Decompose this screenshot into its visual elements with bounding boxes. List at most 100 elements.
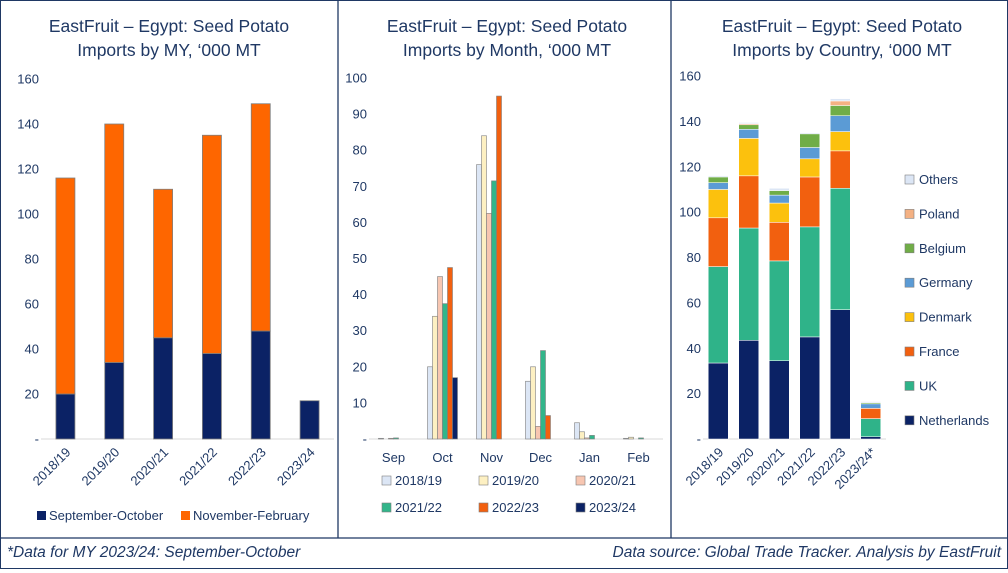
legend-swatch-others: [904, 174, 915, 185]
x-tick-label: Oct: [432, 450, 453, 465]
bar-germany-2023-24: [860, 403, 881, 409]
y-tick-label: 60: [353, 215, 367, 230]
y-tick-label: 100: [345, 71, 367, 86]
bar-belgium-2020-21: [769, 190, 790, 196]
bar-2021-22-nov: [491, 180, 497, 440]
legend-swatch-poland: [904, 209, 915, 219]
y-tick-label: 60: [687, 295, 701, 310]
legend-label: 2019/20: [492, 473, 539, 488]
y-tick-label: 120: [17, 162, 39, 177]
chart-title-line: EastFruit – Egypt: Seed Potato: [722, 16, 962, 36]
y-tick-label: 40: [687, 341, 701, 356]
x-tick-label: Sep: [382, 450, 405, 465]
bar-france-2021-22: [799, 176, 820, 228]
y-tick-label: 40: [353, 287, 367, 302]
bar-denmark-2018-19: [708, 189, 729, 219]
legend-swatch-germany: [904, 277, 915, 288]
x-tick-label: 2022/23: [225, 445, 269, 489]
legend-swatch-2022-23: [478, 502, 489, 513]
bar-september-october-2018-19: [55, 393, 76, 440]
legend-swatch-september-october: [37, 511, 46, 520]
bar-denmark-2020-21: [769, 202, 790, 223]
bar-november-february-2021-22: [202, 134, 222, 354]
chart-title-line: Imports by MY, ‘000 MT: [77, 40, 261, 60]
y-tick-label: 60: [25, 297, 39, 312]
legend-label: 2023/24: [589, 500, 636, 515]
chart-title-line: Imports by Country, ‘000 MT: [732, 40, 952, 60]
legend-label: September-October: [49, 508, 164, 523]
bar-france-2023-24: [860, 408, 881, 419]
y-tick-label: 80: [25, 252, 39, 267]
bar-france-2022-23: [830, 150, 851, 189]
legend-label: November-February: [193, 508, 310, 523]
bar-2020-21-jan: [584, 437, 590, 440]
y-tick-label: 30: [353, 323, 367, 338]
legend-swatch-november-february: [181, 511, 190, 520]
y-tick-label: 160: [679, 69, 701, 84]
bar-netherlands-2023-24: [860, 436, 881, 440]
y-tick-label: 80: [353, 143, 367, 158]
x-tick-label: 2021/22: [176, 445, 220, 489]
x-tick-label: 2018/19: [30, 445, 74, 489]
bar-france-2018-19: [708, 217, 729, 267]
legend-swatch-france: [904, 346, 915, 357]
chart-title-line: Imports by Month, ‘000 MT: [403, 40, 611, 60]
bar-others-2018-19: [708, 175, 729, 178]
bar-belgium-2018-19: [708, 176, 729, 183]
legend-swatch-netherlands: [904, 415, 915, 426]
legend-label: Belgium: [919, 241, 966, 256]
bar-netherlands-2018-19: [708, 362, 729, 440]
bar-september-october-2019-20: [104, 362, 125, 440]
bar-november-february-2022-23: [250, 103, 271, 332]
bar-belgium-2021-22: [799, 133, 820, 148]
bar-netherlands-2022-23: [830, 309, 851, 440]
legend-label: 2021/22: [395, 500, 442, 515]
legend-swatch-2021-22: [381, 502, 392, 513]
bar-denmark-2021-22: [799, 158, 820, 178]
bar-uk-2022-23: [830, 188, 851, 310]
bar-2020-21-sep: [388, 437, 394, 440]
y-tick-label: 20: [687, 386, 701, 401]
x-tick-label: 2019/20: [79, 445, 123, 489]
legend-swatch-uk: [904, 381, 915, 391]
bar-germany-2019-20: [738, 129, 759, 139]
legend-label: France: [919, 344, 959, 359]
legend-label: Netherlands: [919, 413, 990, 428]
bar-uk-2018-19: [708, 266, 729, 364]
bar-others-2020-21: [769, 188, 790, 191]
bar-uk-2021-22: [799, 226, 820, 338]
chart-title-line: EastFruit – Egypt: Seed Potato: [387, 16, 627, 36]
bar-2018-19-dec: [525, 380, 531, 440]
y-tick-label: 100: [679, 205, 701, 220]
bar-2018-19-jan: [574, 422, 580, 440]
bar-november-february-2019-20: [104, 123, 125, 363]
x-tick-label: Nov: [480, 450, 504, 465]
bar-uk-2020-21: [769, 260, 790, 361]
legend-label: 2018/19: [395, 473, 442, 488]
bar-november-february-2020-21: [153, 188, 173, 339]
legend-swatch-denmark: [904, 312, 915, 322]
legend-label: Germany: [919, 275, 973, 290]
bar-2019-20-nov: [481, 135, 487, 440]
bar-belgium-2019-20: [738, 124, 759, 130]
bar-september-october-2022-23: [250, 330, 271, 440]
y-tick-label: 140: [679, 114, 701, 129]
y-tick-label: 20: [353, 359, 367, 374]
bar-germany-2022-23: [830, 115, 851, 132]
x-tick-label: 2020/21: [127, 445, 171, 489]
bar-2021-22-jan: [589, 435, 595, 440]
legend-swatch-2020-21: [575, 475, 586, 486]
y-tick-label: 90: [353, 107, 367, 122]
footer-source: Data source: Global Trade Tracker. Analy…: [612, 544, 1002, 561]
bar-september-october-2020-21: [153, 337, 173, 440]
bar-others-2023-24: [860, 401, 881, 403]
bar-france-2020-21: [769, 222, 790, 262]
bar-others-2019-20: [738, 122, 759, 124]
y-tick-label: 70: [353, 179, 367, 194]
bar-2019-20-jan: [579, 431, 585, 440]
bar-2021-22-dec: [540, 350, 546, 440]
bar-2020-21-nov: [486, 213, 492, 440]
bar-denmark-2022-23: [830, 131, 851, 152]
y-tick-label: -: [35, 432, 39, 447]
x-tick-label: Dec: [529, 450, 553, 465]
